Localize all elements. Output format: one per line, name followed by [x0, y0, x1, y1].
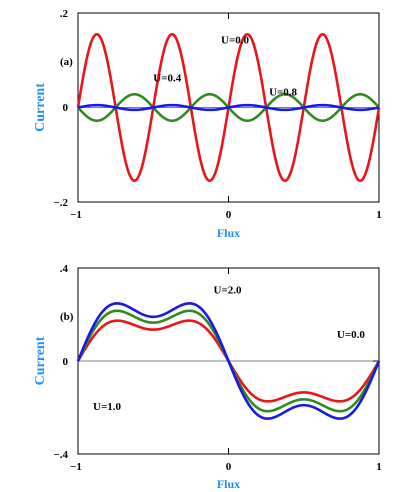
- panel-a-xtick-mid: 0: [226, 209, 232, 221]
- panel-b-xtick-left: −1: [70, 461, 82, 473]
- panel-a-annotations: U=0.0 U=0.4 U=0.8: [153, 35, 297, 99]
- panel-a-ytick-mid: 0: [63, 102, 69, 114]
- panel-a-xtick-left: −1: [70, 209, 82, 221]
- panel-b-ytick-top: .4: [60, 263, 69, 275]
- panel-b-annotation-2: U=1.0: [93, 401, 121, 413]
- panel-a-ylabel: Current: [33, 83, 48, 132]
- panel-b-ylabel: Current: [33, 336, 48, 385]
- panel-b-xlabel: Flux: [217, 477, 240, 491]
- panel-b-annotation-1: U=0.0: [337, 329, 365, 341]
- panel-b-xtick-mid: 0: [226, 461, 232, 473]
- panel-a-annotation-1: U=0.4: [153, 73, 181, 85]
- panel-b-ticks: [77, 267, 380, 455]
- panel-b-xtick-right: 1: [376, 461, 382, 473]
- panel-a: .2 0 −.2 −1 0 1 (a) Flux Current U=0.0U=…: [33, 8, 382, 240]
- panel-b-ytick-bottom: −.4: [53, 449, 68, 461]
- panel-a-ytick-bottom: −.2: [53, 197, 68, 209]
- panel-a-annotation-0: U=0.0: [221, 35, 249, 47]
- panel-a-series-line-u-0-8: [77, 103, 380, 112]
- panel-b-ytick-mid: 0: [63, 356, 69, 368]
- panel-b-annotations: U=2.0 U=0.0 U=1.0: [93, 285, 365, 413]
- panel-b-annotation-0: U=2.0: [214, 285, 242, 297]
- panel-b-series: [76, 302, 381, 420]
- panel-a-xlabel: Flux: [217, 226, 240, 240]
- panel-a-series: [76, 32, 381, 183]
- panel-a-label: (a): [60, 56, 73, 68]
- panel-b: .4 0 −.4 −1 0 1 (b) Flux Current U=2.0U=…: [33, 263, 382, 491]
- panel-b-label: (b): [60, 311, 74, 323]
- panel-a-annotation-2: U=0.8: [269, 87, 297, 99]
- panel-a-xtick-right: 1: [376, 209, 382, 221]
- panel-b-series-line-u-2-0: [76, 302, 381, 420]
- panel-a-ytick-top: .2: [60, 8, 69, 20]
